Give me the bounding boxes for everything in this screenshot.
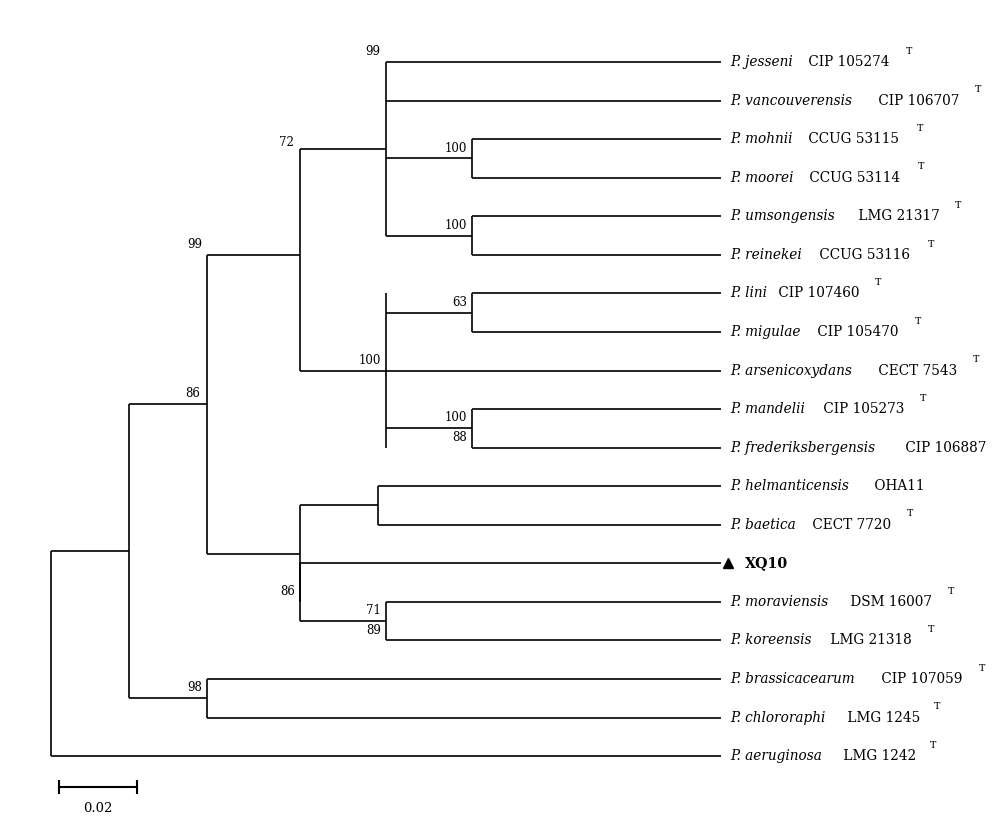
Text: CCUG 53114: CCUG 53114 [805,171,900,185]
Text: 86: 86 [281,585,296,598]
Text: P. mohnii: P. mohnii [730,133,793,146]
Text: LMG 21317: LMG 21317 [854,209,939,223]
Text: CIP 106887: CIP 106887 [901,441,987,455]
Text: P. koreensis: P. koreensis [730,633,812,647]
Text: 99: 99 [187,238,202,251]
Text: P. baetica: P. baetica [730,518,796,532]
Text: 72: 72 [279,136,294,149]
Text: CIP 105470: CIP 105470 [813,325,899,339]
Text: LMG 1245: LMG 1245 [843,711,920,725]
Text: XQ10: XQ10 [744,556,788,570]
Text: T: T [955,201,962,210]
Text: LMG 1242: LMG 1242 [839,749,916,763]
Text: 100: 100 [359,353,381,366]
Text: P. mandelii: P. mandelii [730,402,805,416]
Text: CIP 107059: CIP 107059 [877,672,963,686]
Text: T: T [875,278,882,287]
Text: P. chlororaphi: P. chlororaphi [730,711,826,725]
Text: P. jesseni: P. jesseni [730,55,793,69]
Text: T: T [973,355,979,364]
Text: 71: 71 [366,605,381,618]
Text: 100: 100 [445,218,467,231]
Text: P. moorei: P. moorei [730,171,794,185]
Text: CIP 105273: CIP 105273 [819,402,904,416]
Text: OHA11: OHA11 [870,479,925,493]
Text: T: T [978,663,985,672]
Text: T: T [927,240,934,249]
Text: T: T [928,625,934,634]
Text: CIP 105274: CIP 105274 [804,55,890,69]
Text: 100: 100 [445,411,467,425]
Text: 0.02: 0.02 [83,802,112,816]
Text: P. arsenicoxydans: P. arsenicoxydans [730,363,852,377]
Text: P. migulae: P. migulae [730,325,801,339]
Text: 86: 86 [186,388,201,400]
Text: P. lini: P. lini [730,286,767,300]
Text: DSM 16007: DSM 16007 [846,595,932,609]
Text: T: T [915,317,921,326]
Text: P. vancouverensis: P. vancouverensis [730,93,852,108]
Text: P. umsongensis: P. umsongensis [730,209,835,223]
Text: T: T [906,510,913,519]
Text: 99: 99 [365,45,380,58]
Text: CIP 106707: CIP 106707 [874,93,959,108]
Text: P. moraviensis: P. moraviensis [730,595,829,609]
Text: T: T [934,703,941,712]
Text: 98: 98 [187,681,202,694]
Text: T: T [918,163,924,172]
Text: CCUG 53115: CCUG 53115 [804,133,899,146]
Text: CECT 7720: CECT 7720 [808,518,891,532]
Text: T: T [917,124,923,133]
Text: P. aeruginosa: P. aeruginosa [730,749,822,763]
Text: P. reinekei: P. reinekei [730,248,802,262]
Text: CCUG 53116: CCUG 53116 [815,248,910,262]
Text: T: T [906,47,912,56]
Text: 63: 63 [452,296,467,309]
Text: P. helmanticensis: P. helmanticensis [730,479,849,493]
Text: T: T [975,85,982,94]
Text: T: T [920,393,926,402]
Text: 89: 89 [366,623,381,636]
Text: LMG 21318: LMG 21318 [826,633,912,647]
Text: P. brassicacearum: P. brassicacearum [730,672,855,686]
Text: CECT 7543: CECT 7543 [874,363,957,377]
Text: P. frederiksbergensis: P. frederiksbergensis [730,441,876,455]
Text: 88: 88 [452,431,467,444]
Text: T: T [948,587,954,596]
Text: T: T [930,741,937,750]
Text: 100: 100 [445,142,467,155]
Text: CIP 107460: CIP 107460 [774,286,860,300]
